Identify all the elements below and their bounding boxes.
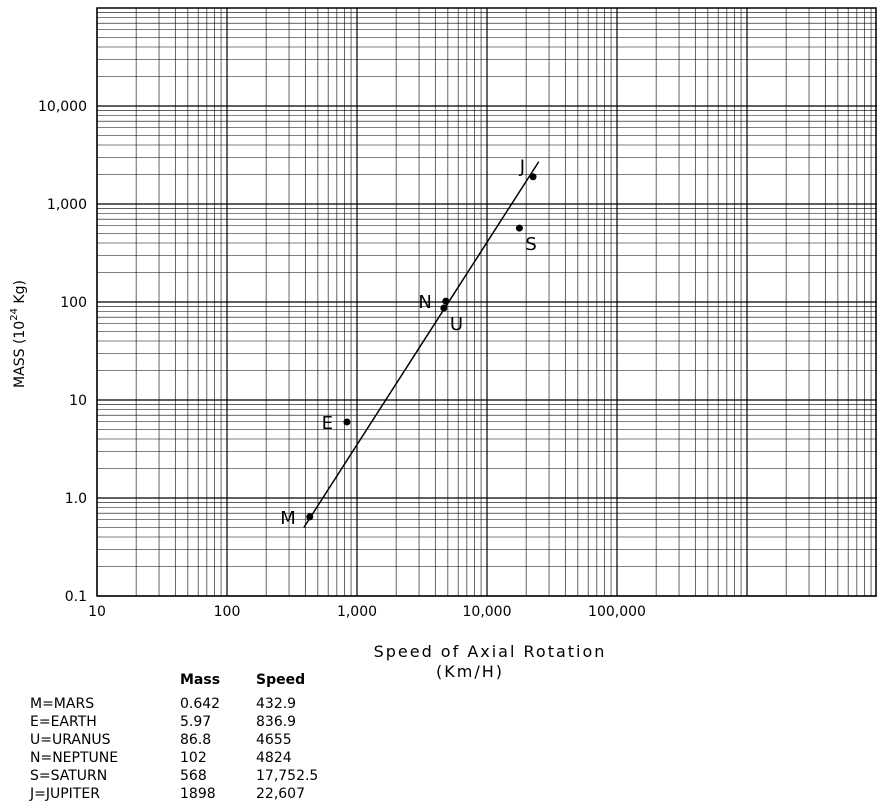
legend-row: M=MARS 0.642 432.9 <box>30 696 390 714</box>
y-tick-label: 10,000 <box>38 99 87 115</box>
planet-speed: 17,752.5 <box>256 768 319 784</box>
x-tick-label: 100 <box>214 604 241 620</box>
data-point <box>515 224 523 232</box>
planet-speed: 432.9 <box>256 696 297 712</box>
point-label: N <box>418 292 431 313</box>
point-label: S <box>525 234 536 255</box>
data-point <box>440 304 448 312</box>
chart: 0.1 1.0 10 100 1,000 10,000 10 100 1,000 10,000 10… <box>9 7 877 661</box>
legend-row: J=JUPITER 1898 22,607 <box>30 786 390 804</box>
mass-header: Mass <box>180 672 221 688</box>
planet-mass: 5.97 <box>180 714 212 730</box>
point-label: U <box>450 314 463 335</box>
planet-name: N=NEPTUNE <box>30 750 119 766</box>
planet-name: U=URANUS <box>30 732 111 748</box>
data-point <box>343 418 351 426</box>
x-tick-label: 100,000 <box>588 604 646 620</box>
data-point <box>306 513 314 521</box>
y-tick-label: 0.1 <box>65 589 87 605</box>
planet-speed: 4655 <box>256 732 292 748</box>
trend-line <box>303 161 540 528</box>
plot-frame <box>96 7 877 597</box>
speed-header: Speed <box>256 672 306 688</box>
planet-mass: 0.642 <box>180 696 221 712</box>
x-tick-label: 10,000 <box>463 604 512 620</box>
tick-labels: 0.1 1.0 10 100 1,000 10,000 10 100 1,000 10,000 10… <box>38 99 646 620</box>
x-axis-label: Speed of Axial Rotation <box>374 642 607 661</box>
point-label: M <box>280 508 296 529</box>
y-tick-label: 1,000 <box>47 197 87 213</box>
planet-name: E=EARTH <box>30 714 97 730</box>
planet-name: S=SATURN <box>30 768 108 784</box>
y-tick-label: 100 <box>60 295 87 311</box>
planet-name: J=JUPITER <box>30 786 100 802</box>
planet-mass: 568 <box>180 768 207 784</box>
x-tick-label: 1,000 <box>337 604 377 620</box>
y-tick-label: 1.0 <box>65 491 87 507</box>
x-tick-label: 10 <box>88 604 106 620</box>
chart-grid <box>96 7 877 597</box>
legend-row: S=SATURN 568 17,752.5 <box>30 768 390 786</box>
legend-row: U=URANUS 86.8 4655 <box>30 732 390 750</box>
y-tick-label: 10 <box>69 393 87 409</box>
data-point <box>529 173 537 181</box>
planet-mass: 86.8 <box>180 732 212 748</box>
planet-speed: 4824 <box>256 750 292 766</box>
legend-row: E=EARTH 5.97 836.9 <box>30 714 390 732</box>
planet-speed: 836.9 <box>256 714 297 730</box>
point-label: E <box>322 413 333 434</box>
planet-mass: 102 <box>180 750 207 766</box>
planet-speed: 22,607 <box>256 786 305 802</box>
data-point <box>442 297 450 305</box>
point-label: J <box>519 157 525 178</box>
y-axis-label: MASS (1024 Kg) <box>9 280 28 388</box>
planet-name: M=MARS <box>30 696 95 712</box>
chart-marks: M E UN S J <box>280 157 540 529</box>
planet-mass: 1898 <box>180 786 216 802</box>
legend-row: N=NEPTUNE 102 4824 <box>30 750 390 768</box>
